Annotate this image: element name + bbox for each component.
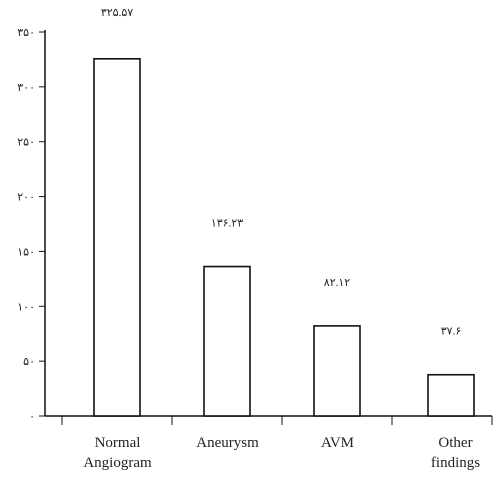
data-label: ۱۳۶.۲۳ <box>211 218 243 230</box>
category-label: Normal <box>95 435 141 451</box>
bar <box>93 58 141 417</box>
bar <box>427 373 475 417</box>
category-label: Aneurysm <box>196 435 259 451</box>
y-tick-label: ۳۵۰ <box>17 27 35 39</box>
bar <box>313 325 361 417</box>
bar <box>203 265 251 417</box>
data-label: ۸۲.۱۲ <box>324 277 350 289</box>
y-tick-label: ۲۰۰ <box>17 192 35 204</box>
category-label: Other <box>438 435 472 451</box>
y-tick-label: ۱۰۰ <box>17 301 35 313</box>
data-label: ۳۲۵.۵۷ <box>101 7 133 19</box>
y-tick-label: ۳۰۰ <box>17 82 35 94</box>
y-tick-label: ۱۵۰ <box>17 246 35 258</box>
y-tick-label: ۲۵۰ <box>17 137 35 149</box>
category-label: AVM <box>321 435 354 451</box>
y-tick-label: ۵۰ <box>23 356 35 368</box>
category-label: findings <box>431 455 480 471</box>
category-label: Angiogram <box>83 455 152 471</box>
y-tick-label: ۰ <box>29 411 35 423</box>
data-label: ۳۷.۶ <box>441 326 461 338</box>
